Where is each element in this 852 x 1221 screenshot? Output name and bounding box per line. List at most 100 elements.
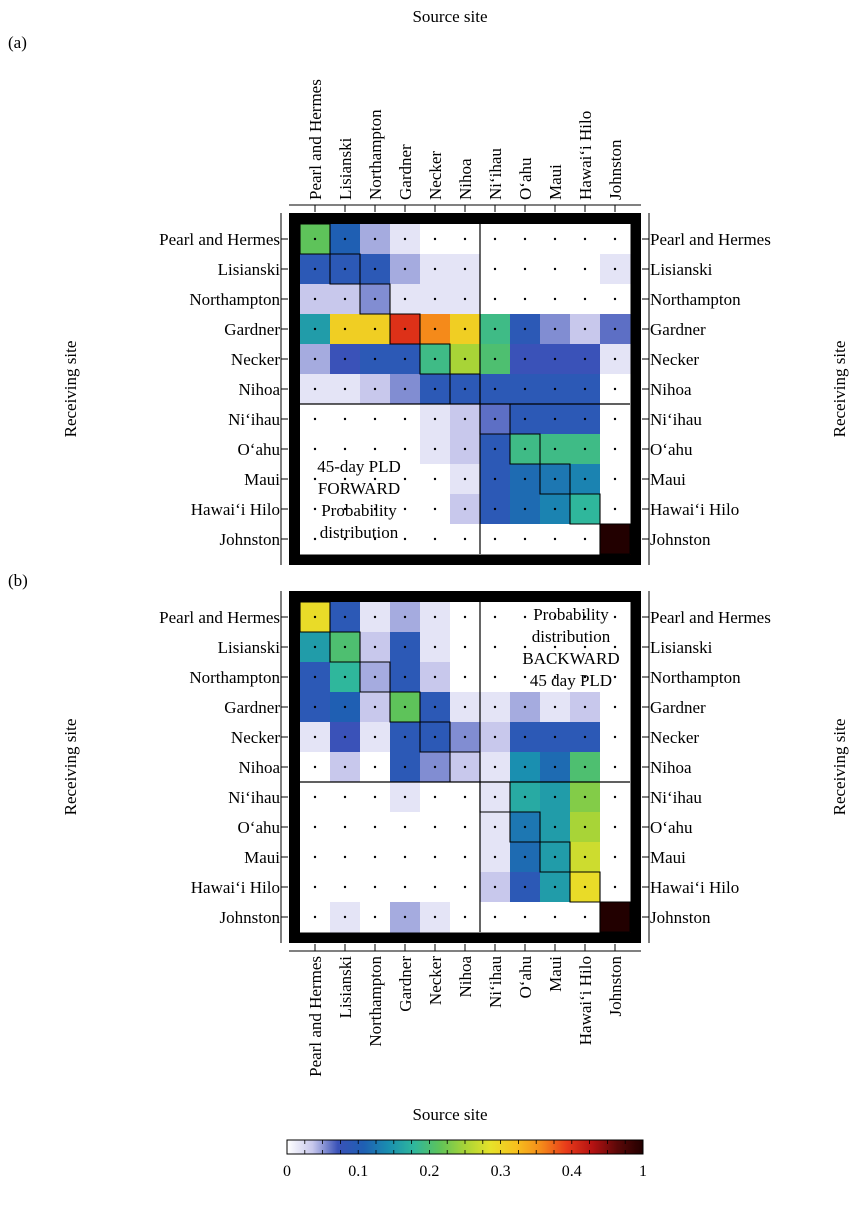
cell-dot — [373, 645, 377, 649]
cell-dot — [463, 327, 467, 331]
cell-dot — [553, 477, 557, 481]
colorbar-tick-label-0: 0 — [283, 1163, 291, 1180]
cell-dot — [343, 645, 347, 649]
cell-dot — [523, 267, 527, 271]
cell-dot — [523, 765, 527, 769]
ytick-left-maui: Maui — [244, 848, 280, 867]
xtick-maui: Maui — [546, 956, 565, 992]
ytick-left-ni-ihau: Ni‘ihau — [228, 410, 280, 429]
cell-dot — [403, 477, 407, 481]
ytick-right-lisianski: Lisianski — [650, 638, 713, 657]
cell-dot — [553, 327, 557, 331]
cell-dot — [433, 327, 437, 331]
ytick-right-necker: Necker — [650, 728, 699, 747]
ytick-right-hawai-i-hilo: Hawai‘i Hilo — [650, 878, 739, 897]
ytick-right-ni-ihau: Ni‘ihau — [650, 410, 702, 429]
cell-dot — [583, 735, 587, 739]
cell-dot — [553, 855, 557, 859]
cell-dot — [433, 825, 437, 829]
cell-dot — [373, 615, 377, 619]
ytick-left-northampton: Northampton — [189, 290, 280, 309]
ytick-left-necker: Necker — [231, 728, 280, 747]
cell-dot — [433, 915, 437, 919]
cell-dot — [433, 267, 437, 271]
cell-dot — [343, 615, 347, 619]
cell-dot — [433, 417, 437, 421]
xtick-necker: Necker — [426, 151, 445, 200]
cell-dot — [343, 795, 347, 799]
ytick-right-lisianski: Lisianski — [650, 260, 713, 279]
cell-dot — [403, 825, 407, 829]
cell-dot — [523, 537, 527, 541]
cell-dot — [613, 825, 617, 829]
cell-dot — [373, 765, 377, 769]
cell-dot — [463, 915, 467, 919]
cell-dot — [403, 417, 407, 421]
cell-dot — [463, 357, 467, 361]
heatmap-panel-b: Pearl and Hermes Pearl and Hermes Lisiansk… — [61, 591, 849, 1077]
cell-dot — [553, 615, 557, 619]
cell-dot — [403, 885, 407, 889]
cell-dot — [343, 387, 347, 391]
xtick-nihoa: Nihoa — [456, 158, 475, 200]
ytick-right-nihoa: Nihoa — [650, 380, 692, 399]
cell-dot — [493, 417, 497, 421]
ytick-left-lisianski: Lisianski — [218, 638, 281, 657]
cell-dot — [583, 795, 587, 799]
cell-dot — [553, 267, 557, 271]
cell-dot — [403, 795, 407, 799]
colorbar-tick-label-5: 1 — [639, 1163, 647, 1180]
cell-dot — [493, 477, 497, 481]
cell-dot — [343, 477, 347, 481]
cell-dot — [313, 705, 317, 709]
cell-dot — [313, 765, 317, 769]
cell-dot — [403, 267, 407, 271]
cell-dot — [493, 675, 497, 679]
cell-dot — [463, 795, 467, 799]
cell-dot — [553, 297, 557, 301]
cell-dot — [343, 507, 347, 511]
ylabel-left: Receiving site — [61, 719, 80, 816]
ytick-left-necker: Necker — [231, 350, 280, 369]
ytick-left-gardner: Gardner — [224, 698, 280, 717]
cell-dot — [613, 675, 617, 679]
ytick-left-o-ahu: O‘ahu — [238, 818, 281, 837]
cell-dot — [613, 447, 617, 451]
cell-dot — [523, 507, 527, 511]
cell-dot — [523, 615, 527, 619]
cell-dot — [433, 477, 437, 481]
cell-dot — [343, 237, 347, 241]
ytick-right-gardner: Gardner — [650, 698, 706, 717]
cell-dot — [583, 357, 587, 361]
cell-dot — [373, 237, 377, 241]
cell-dot — [343, 537, 347, 541]
cell-dot — [313, 267, 317, 271]
colorbar-tick-label-3: 0.3 — [491, 1163, 511, 1180]
cell-dot — [403, 705, 407, 709]
cell-dot — [463, 825, 467, 829]
cell-dot — [613, 417, 617, 421]
cell-dot — [523, 387, 527, 391]
cell-dot — [403, 915, 407, 919]
cell-dot — [523, 705, 527, 709]
cell-dot — [493, 885, 497, 889]
diagonal-outline-lower — [299, 224, 630, 555]
xtick-ni-ihau: Ni‘ihau — [486, 956, 505, 1008]
cell-dot — [433, 387, 437, 391]
cell-dot — [553, 765, 557, 769]
cell-dot — [463, 387, 467, 391]
cell-dot — [343, 267, 347, 271]
colorbar-tick-label-4: 0.4 — [562, 1163, 582, 1180]
cell-dot — [583, 915, 587, 919]
diagonal-outline-lower — [299, 602, 630, 933]
heatmap-cell-johnston-johnston — [600, 524, 631, 555]
cell-dot — [433, 765, 437, 769]
cell-dot — [403, 357, 407, 361]
cell-dot — [523, 237, 527, 241]
annotation-line-1: Probability — [533, 605, 609, 624]
annotation-line-4: distribution — [320, 523, 399, 542]
cell-dot — [403, 765, 407, 769]
cell-dot — [313, 237, 317, 241]
xtick-lisianski: Lisianski — [336, 137, 355, 200]
